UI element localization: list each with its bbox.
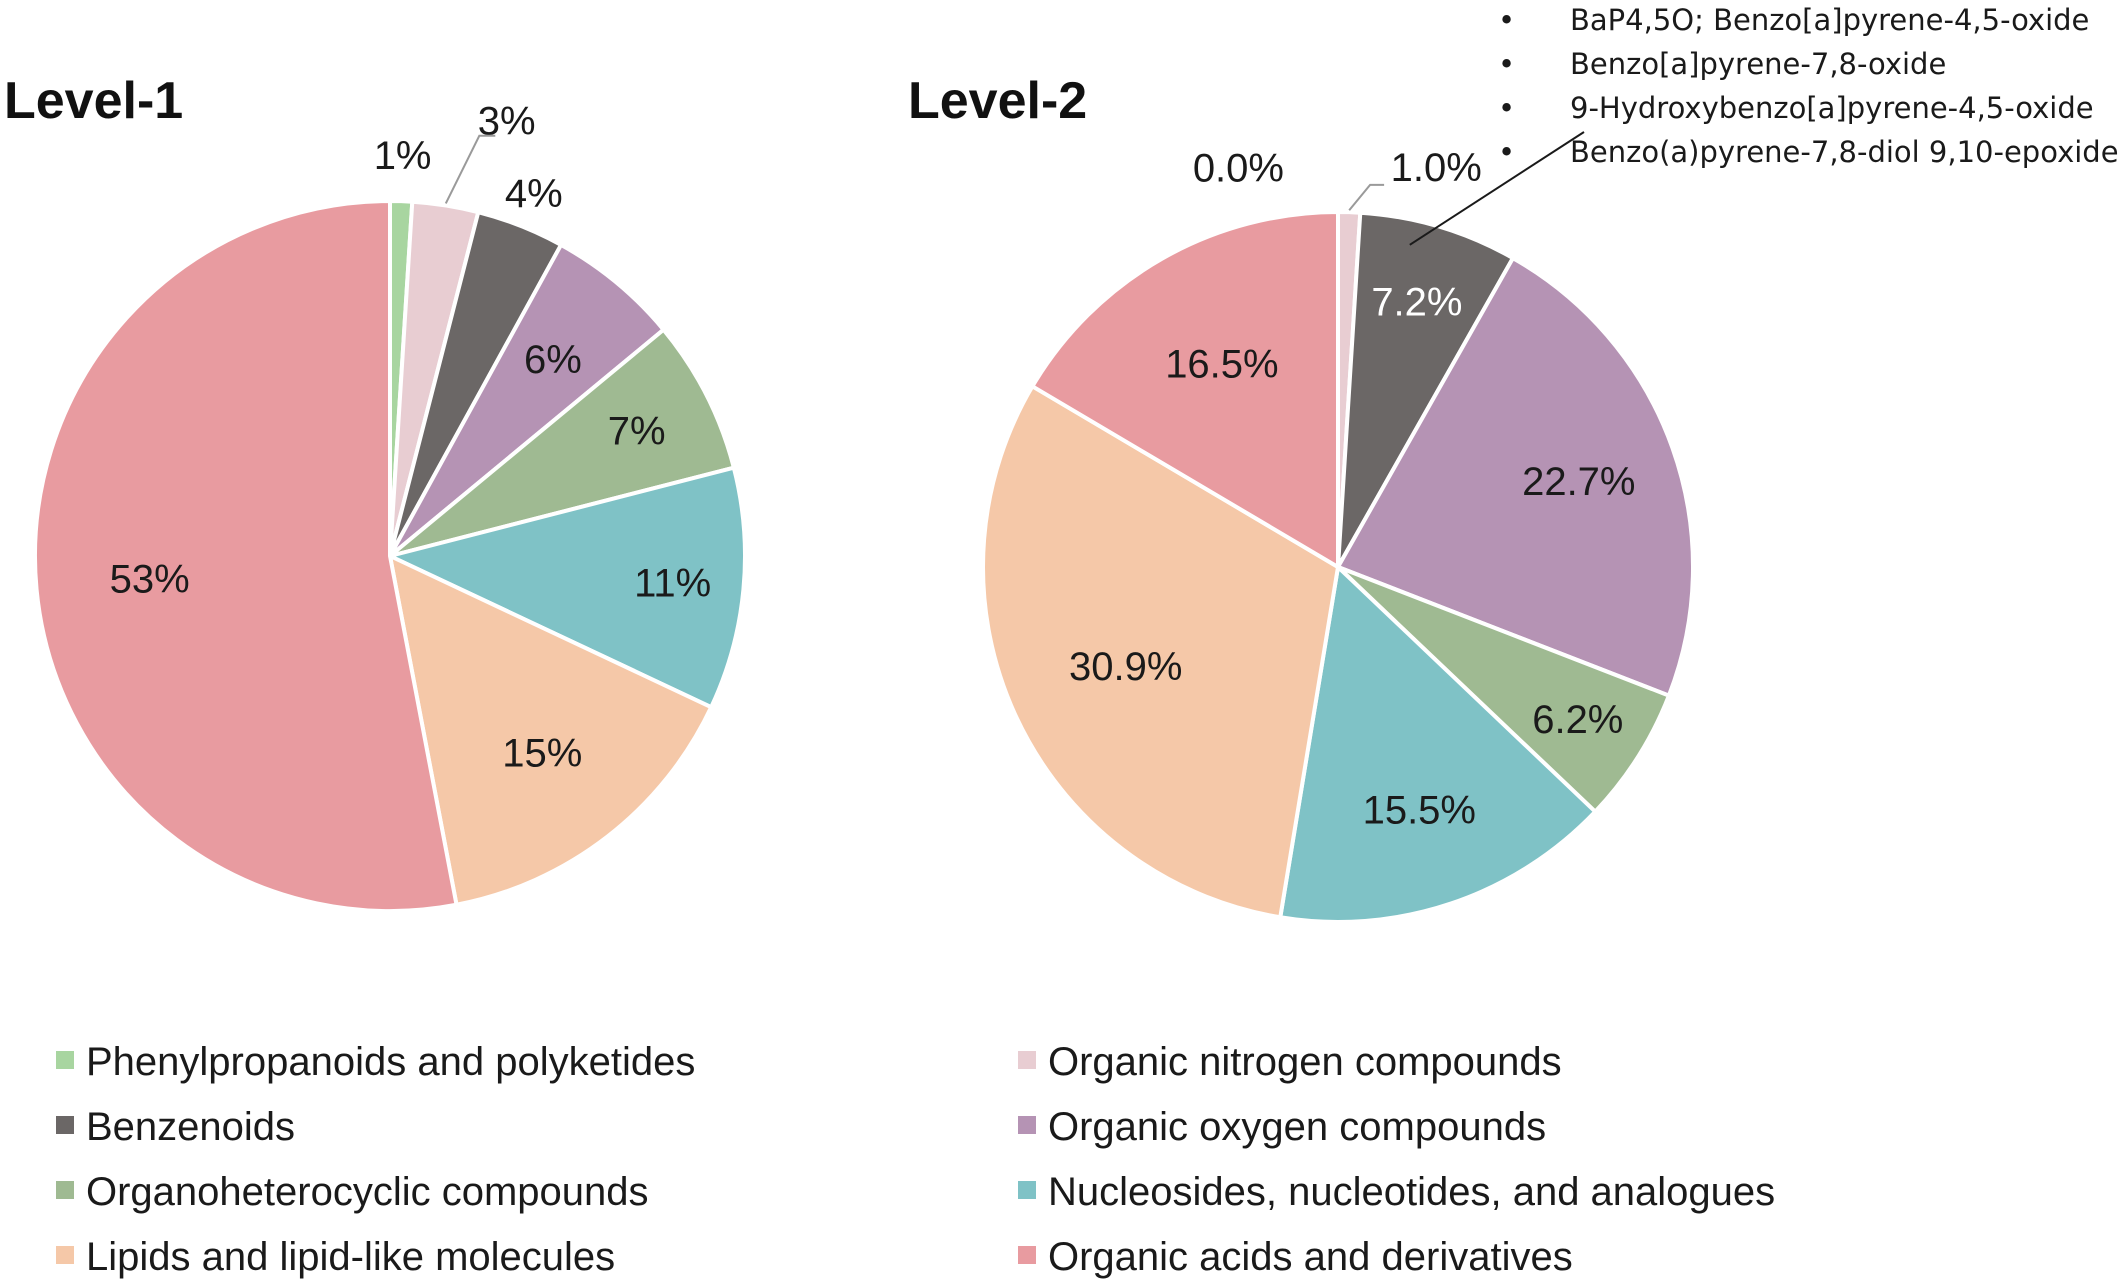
level2-label-phenylpropanoids-and-polyketides: 0.0% bbox=[1193, 146, 1284, 190]
level1-label-organic-oxygen-compounds: 6% bbox=[524, 338, 582, 382]
legend-swatch bbox=[56, 1246, 74, 1264]
level1-label-benzenoids: 4% bbox=[505, 172, 563, 216]
level1-slice-organic-acids-and-derivatives bbox=[32, 199, 459, 913]
legend-label: Phenylpropanoids and polyketides bbox=[86, 1040, 695, 1084]
level2-label-organoheterocyclic-compounds: 6.2% bbox=[1532, 698, 1623, 742]
level2-label-nucleosides-nucleotides-and-analogues: 15.5% bbox=[1363, 788, 1476, 832]
benzenoids-annotation: • BaP4,5O; Benzo[a]pyrene-4,5-oxide • Benzo… bbox=[1409, 3, 2119, 246]
level1-label-organoheterocyclic-compounds: 7% bbox=[608, 409, 666, 453]
level2-slice-labels: 0.0% 1.0% 7.2% 22.7% 6.2% 15.5% 30.9% 16.5% bbox=[1069, 146, 1636, 832]
level2-label-benzenoids: 7.2% bbox=[1371, 281, 1462, 325]
legend-item-organoheterocyclic-compounds: Organoheterocyclic compounds bbox=[56, 1170, 649, 1214]
legend-label: Organoheterocyclic compounds bbox=[86, 1170, 649, 1214]
legend-label: Organic oxygen compounds bbox=[1048, 1105, 1546, 1149]
legend-swatch bbox=[1018, 1246, 1036, 1264]
level2-slices bbox=[981, 210, 1695, 924]
legend-item-organic-oxygen-compounds: Organic oxygen compounds bbox=[1018, 1105, 1546, 1149]
level1-label-phenylpropanoids-and-polyketides: 1% bbox=[374, 134, 432, 178]
annotation-bullet: • bbox=[1498, 135, 1515, 169]
level1-slices bbox=[32, 199, 747, 913]
level2-slice-nucleosides-nucleotides-and-analogues bbox=[1278, 565, 1598, 924]
annotation-item: Benzo[a]pyrene-7,8-oxide bbox=[1570, 47, 1946, 81]
annotation-pointer-line bbox=[1409, 131, 1585, 246]
legend-swatch bbox=[56, 1051, 74, 1069]
legend-label: Benzenoids bbox=[86, 1105, 295, 1149]
legend-label: Nucleosides, nucleotides, and analogues bbox=[1048, 1170, 1775, 1214]
level2-slice-organoheterocyclic-compounds bbox=[1336, 565, 1671, 814]
legend-item-organic-acids-and-derivatives: Organic acids and derivatives bbox=[1018, 1235, 1573, 1279]
level2-label-organic-acids-and-derivatives: 16.5% bbox=[1165, 343, 1278, 387]
level2-label-organic-oxygen-compounds: 22.7% bbox=[1522, 460, 1635, 504]
legend-swatch bbox=[1018, 1051, 1036, 1069]
legend-item-organic-nitrogen-compounds: Organic nitrogen compounds bbox=[1018, 1040, 1562, 1084]
level2-label-organic-nitrogen-compounds: 1.0% bbox=[1391, 146, 1482, 190]
legend-label: Organic acids and derivatives bbox=[1048, 1235, 1573, 1279]
level1-slice-labels: 1% 3% 4% 6% 7% 11% 15% 53% bbox=[110, 100, 712, 776]
legend-item-lipids-and-lipid-like-molecules: Lipids and lipid-like molecules bbox=[56, 1235, 615, 1279]
level2-slice-lipids-and-lipid-like-molecules bbox=[981, 384, 1340, 920]
level1-pie-chart: Level-1 1% 3% 4% 6% 7% 11% 15% 53% bbox=[4, 72, 747, 913]
annotation-bullet: • bbox=[1498, 91, 1515, 125]
level2-label-lipids-and-lipid-like-molecules: 30.9% bbox=[1069, 645, 1182, 689]
level1-chart-title: Level-1 bbox=[4, 72, 183, 130]
legend-swatch bbox=[56, 1116, 74, 1134]
level2-slice-organic-acids-and-derivatives bbox=[1030, 210, 1340, 569]
level1-slice-lipids-and-lipid-like-molecules bbox=[388, 554, 714, 907]
legend: Phenylpropanoids and polyketides Organic … bbox=[56, 1040, 1775, 1279]
level1-label-nucleosides-nucleotides-and-analogues: 11% bbox=[634, 562, 711, 606]
legend-label: Organic nitrogen compounds bbox=[1048, 1040, 1562, 1084]
legend-item-nucleosides-nucleotides-and-analogues: Nucleosides, nucleotides, and analogues bbox=[1018, 1170, 1775, 1214]
level1-label-organic-acids-and-derivatives: 53% bbox=[110, 558, 190, 602]
level2-chart-title: Level‑2 bbox=[908, 72, 1087, 130]
legend-swatch bbox=[1018, 1116, 1036, 1134]
level1-label-organic-nitrogen-compounds: 3% bbox=[478, 100, 536, 144]
level2-pie-chart: Level‑2 0.0% 1.0% 7.2% 22.7% 6.2% 15.5% 30.9% 1… bbox=[908, 72, 1695, 924]
legend-label: Lipids and lipid-like molecules bbox=[86, 1235, 615, 1279]
annotation-bullet: • bbox=[1498, 47, 1515, 81]
annotation-bullet: • bbox=[1498, 3, 1515, 37]
legend-swatch bbox=[56, 1181, 74, 1199]
annotation-item: BaP4,5O; Benzo[a]pyrene-4,5-oxide bbox=[1570, 3, 2089, 37]
level1-slice-organoheterocyclic-compounds bbox=[388, 327, 736, 558]
level1-leader-line-organic-nitrogen-compounds bbox=[444, 134, 496, 204]
level2-leader-line-organic-nitrogen-compounds bbox=[1348, 183, 1385, 211]
level1-label-lipids-and-lipid-like-molecules: 15% bbox=[502, 731, 582, 775]
level1-slice-nucleosides-nucleotides-and-analogues bbox=[388, 465, 747, 710]
legend-swatch bbox=[1018, 1181, 1036, 1199]
legend-item-phenylpropanoids-and-polyketides: Phenylpropanoids and polyketides bbox=[56, 1040, 695, 1084]
annotation-item: 9-Hydroxybenzo[a]pyrene-4,5-oxide bbox=[1570, 91, 2094, 125]
level1-slice-organic-oxygen-compounds bbox=[388, 242, 666, 558]
annotation-item: Benzo(a)pyrene-7,8-diol 9,10-epoxide bbox=[1570, 135, 2119, 169]
level2-slice-organic-oxygen-compounds bbox=[1336, 256, 1695, 698]
legend-item-benzenoids: Benzenoids bbox=[56, 1105, 295, 1149]
